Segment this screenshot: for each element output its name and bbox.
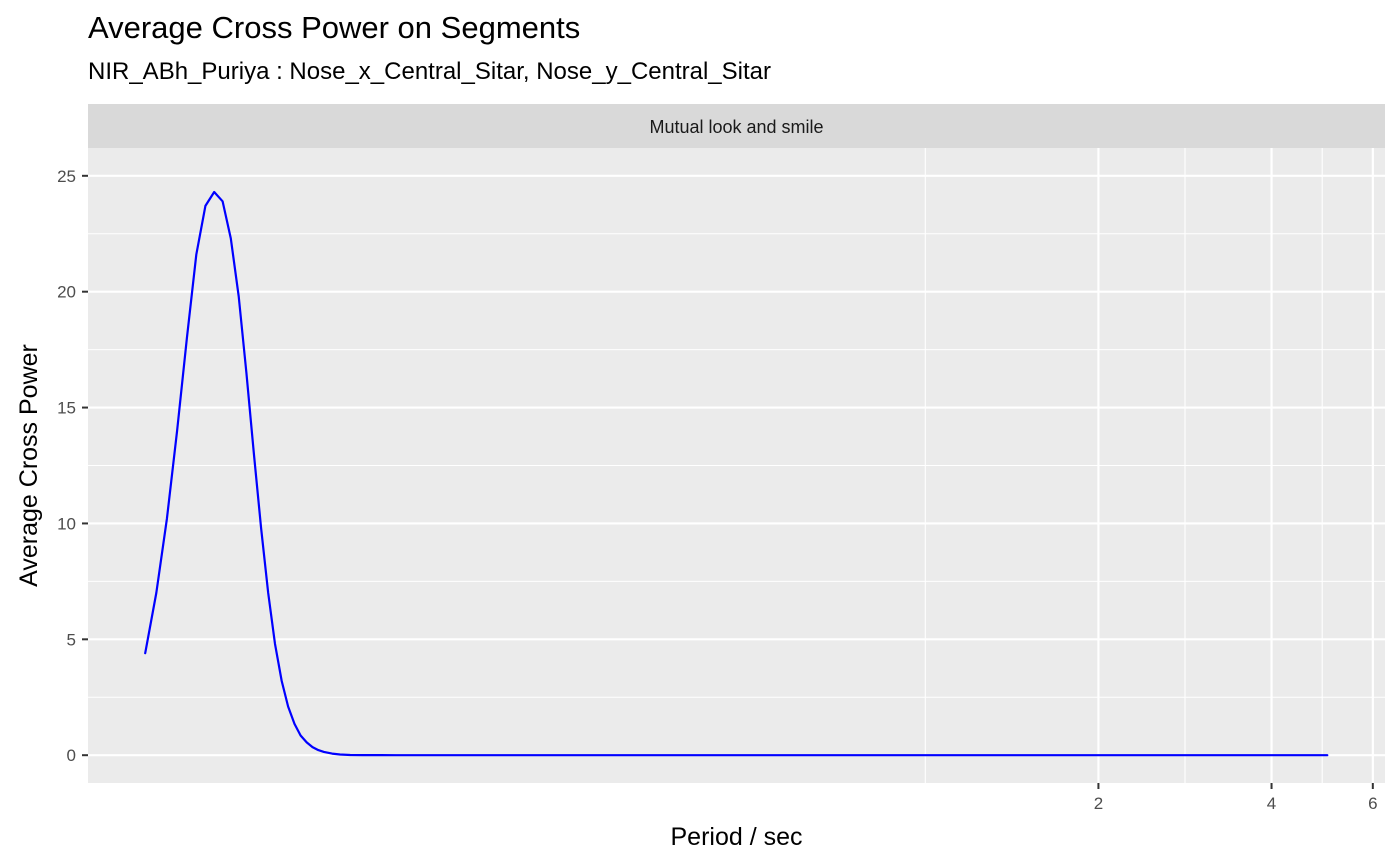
series-line-0 — [144, 190, 1329, 757]
y-tick-label: 20 — [57, 283, 76, 302]
x-axis-title: Period / sec — [670, 823, 802, 851]
x-tick-label: 6 — [1368, 794, 1377, 813]
grid-minor — [88, 148, 1385, 783]
facet-strip — [88, 104, 1385, 148]
grid-major — [88, 148, 1385, 783]
y-axis-title: Average Cross Power — [15, 344, 43, 587]
y-tick-label: 10 — [57, 514, 76, 533]
y-tick-label: 25 — [57, 167, 76, 186]
y-axis: 0 5 10 15 20 25 — [57, 167, 88, 765]
chart-title: Average Cross Power on Segments — [88, 10, 581, 45]
chart-subtitle: NIR_ABh_Puriya : Nose_x_Central_Sitar, N… — [88, 58, 772, 85]
x-tick-label: 4 — [1267, 794, 1276, 813]
y-tick-label: 0 — [67, 746, 76, 765]
y-tick-label: 5 — [67, 630, 76, 649]
facet-strip-label: Mutual look and smile — [649, 117, 823, 137]
y-tick-label: 15 — [57, 399, 76, 418]
series-layer — [144, 190, 1329, 757]
x-tick-label: 2 — [1094, 794, 1103, 813]
x-axis: 2 4 6 — [1094, 783, 1378, 813]
